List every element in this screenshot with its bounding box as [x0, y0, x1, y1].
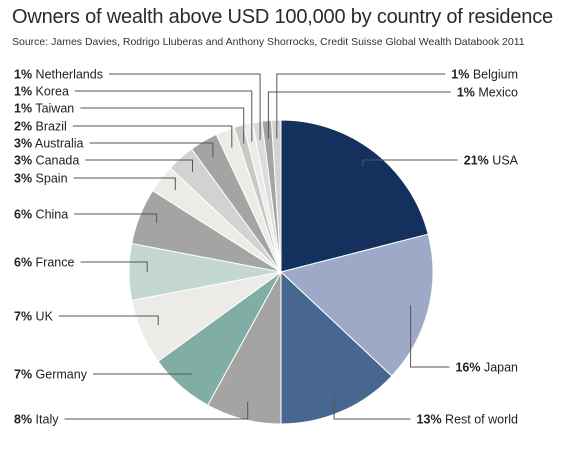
slice-label-canada: 3% Canada	[14, 154, 79, 168]
leader-line-mexico	[267, 91, 451, 139]
pie-slice-rest-of-world	[280, 270, 393, 425]
pie-slice-usa	[280, 119, 429, 273]
leader-line-korea	[74, 90, 253, 142]
slice-label-netherlands: 1% Netherlands	[14, 68, 103, 82]
slice-percent: 3%	[14, 137, 32, 151]
slice-percent: 16%	[455, 361, 480, 375]
slice-percent: 7%	[14, 310, 32, 324]
chart-title: Owners of wealth above USD 100,000 by co…	[12, 6, 553, 28]
chart-subtitle: Source: James Davies, Rodrigo Lluberas a…	[12, 36, 525, 48]
slice-label-rest-of-world: 13% Rest of world	[417, 413, 518, 427]
slice-percent: 1%	[451, 68, 469, 82]
slice-label-japan: 16% Japan	[455, 361, 518, 375]
slice-percent: 6%	[14, 208, 32, 222]
slice-percent: 1%	[14, 85, 32, 99]
leader-line-taiwan	[80, 107, 245, 144]
slice-percent: 1%	[14, 68, 32, 82]
leader-line-netherlands	[109, 73, 261, 140]
slice-percent: 21%	[464, 154, 489, 168]
pie-slices	[128, 119, 434, 425]
slice-label-spain: 3% Spain	[14, 172, 68, 186]
slice-label-mexico: 1% Mexico	[457, 86, 518, 100]
slice-name: Germany	[32, 368, 88, 382]
slice-percent: 3%	[14, 172, 32, 186]
slice-label-china: 6% China	[14, 208, 68, 222]
slice-name: Belgium	[469, 68, 518, 82]
leader-line-uk	[58, 315, 159, 326]
slice-label-korea: 1% Korea	[14, 85, 69, 99]
slice-name: Korea	[32, 85, 69, 99]
leader-line-japan	[410, 305, 450, 368]
slice-label-taiwan: 1% Taiwan	[14, 102, 74, 116]
slice-name: Italy	[32, 413, 59, 427]
slice-percent: 8%	[14, 413, 32, 427]
slice-name: Australia	[32, 137, 83, 151]
leader-lines	[58, 73, 458, 420]
slice-name: France	[32, 256, 74, 270]
slice-name: Japan	[480, 361, 518, 375]
slice-label-usa: 21% USA	[464, 154, 519, 168]
leader-line-brazil	[72, 125, 233, 148]
leader-line-spain	[73, 177, 176, 190]
slice-percent: 6%	[14, 256, 32, 270]
slice-percent: 7%	[14, 368, 32, 382]
slice-percent: 13%	[417, 413, 442, 427]
leader-line-belgium	[276, 73, 446, 139]
slice-label-uk: 7% UK	[14, 310, 54, 324]
slice-percent: 1%	[14, 102, 32, 116]
leader-line-france	[80, 261, 148, 272]
leader-line-australia	[89, 142, 214, 157]
slice-name: Mexico	[475, 86, 518, 100]
pie-slice-belgium	[270, 119, 282, 273]
slice-label-brazil: 2% Brazil	[14, 120, 67, 134]
slice-percent: 2%	[14, 120, 32, 134]
slice-name: Canada	[32, 154, 79, 168]
slice-label-germany: 7% Germany	[14, 368, 88, 382]
slice-percent: 1%	[457, 86, 475, 100]
slice-name: Rest of world	[442, 413, 518, 427]
slice-labels: 21% USA 16% Japan 13% Rest of world 8% Ital…	[14, 68, 519, 427]
slice-name: USA	[489, 154, 519, 168]
slice-name: China	[32, 208, 68, 222]
slice-label-belgium: 1% Belgium	[451, 68, 518, 82]
slice-name: Brazil	[32, 120, 67, 134]
slice-percent: 3%	[14, 154, 32, 168]
leader-line-rest-of-world	[333, 394, 411, 420]
leader-line-canada	[85, 159, 193, 172]
pie-slice-japan	[279, 233, 434, 377]
slice-label-italy: 8% Italy	[14, 413, 59, 427]
slice-label-france: 6% France	[14, 256, 75, 270]
slice-name: UK	[32, 310, 54, 324]
leader-line-italy	[64, 401, 249, 420]
slice-name: Taiwan	[32, 102, 74, 116]
slice-name: Spain	[32, 172, 67, 186]
leader-line-usa	[362, 159, 458, 167]
leader-line-china	[74, 213, 158, 223]
slice-name: Netherlands	[32, 68, 103, 82]
slice-label-australia: 3% Australia	[14, 137, 84, 151]
